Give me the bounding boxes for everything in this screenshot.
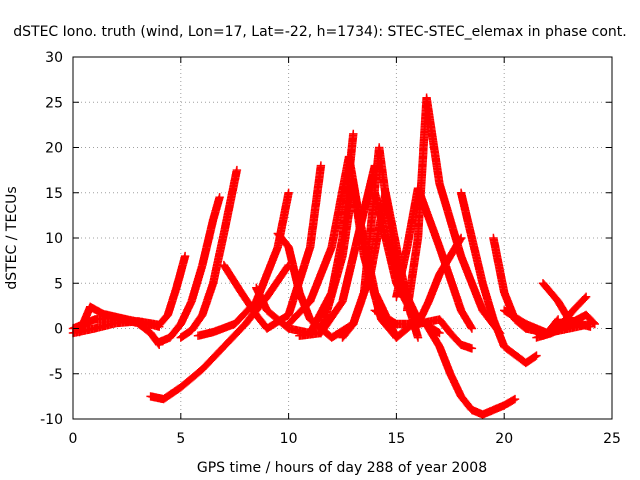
y-tick-label: 25 [45, 95, 63, 111]
y-tick-label: 0 [54, 322, 63, 338]
y-tick-label: -5 [49, 367, 63, 383]
y-tick-label: 10 [45, 231, 63, 247]
x-tick-label: 15 [387, 431, 405, 447]
x-tick-label: 10 [280, 431, 298, 447]
data-points [219, 161, 326, 333]
series-arc-17 [370, 188, 466, 329]
series-arc-04 [155, 193, 224, 347]
data-points [176, 165, 242, 342]
data-points [155, 193, 224, 347]
series-arc-21 [456, 188, 541, 368]
y-tick-label: 15 [45, 186, 63, 202]
x-tick-label: 5 [176, 431, 185, 447]
series-arc-18 [403, 93, 505, 338]
x-tick-label: 20 [495, 431, 513, 447]
data-points [456, 188, 541, 368]
chart-title: dSTEC Iono. truth (wind, Lon=17, Lat=-22… [13, 24, 626, 40]
x-tick-label: 25 [603, 431, 621, 447]
y-tick-label: -10 [40, 412, 63, 428]
y-tick-label: 20 [45, 141, 63, 157]
axis-ticks: 0 5 10 15 20 25 -10 -5 0 5 10 15 20 25 30 [40, 50, 621, 447]
x-axis-label: GPS time / hours of day 288 of year 2008 [197, 460, 487, 476]
data-points [370, 306, 477, 353]
series-arc-20 [370, 306, 477, 353]
series-arc-05 [176, 165, 242, 342]
series-arc-08 [219, 161, 326, 333]
series-arc-19 [424, 324, 520, 419]
series-arc-26 [532, 310, 599, 342]
series-layer [68, 93, 599, 419]
data-points [424, 324, 520, 419]
data-points [370, 188, 466, 329]
y-axis-label: dSTEC / TECUs [4, 186, 20, 289]
y-tick-label: 5 [54, 276, 63, 292]
data-points [403, 93, 505, 338]
y-tick-label: 30 [45, 50, 63, 66]
data-points [532, 310, 599, 342]
x-tick-label: 0 [69, 431, 78, 447]
